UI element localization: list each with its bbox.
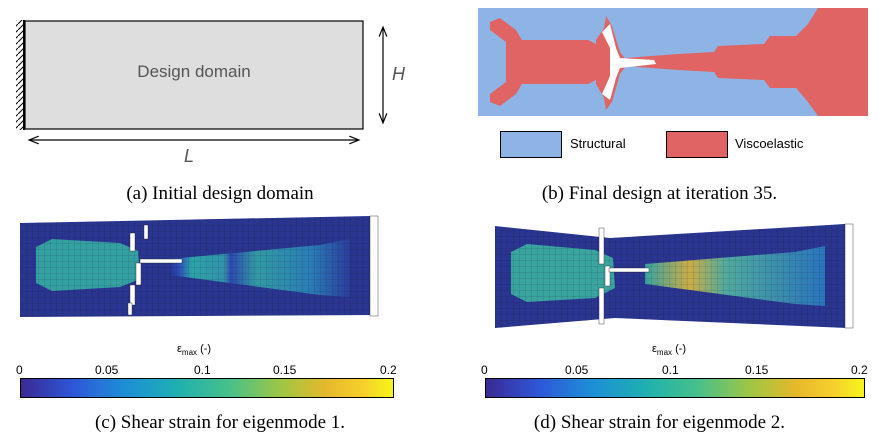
length-label: L: [184, 146, 195, 166]
caption-a: (a) Initial design domain: [126, 183, 314, 204]
panel-c-strain-mesh: [20, 215, 379, 317]
viscoelastic-right: [626, 8, 868, 116]
fixed-support-hatch: [16, 20, 25, 130]
colorbar-label-d: εmax (-): [652, 343, 687, 358]
caption-c: (c) Shear strain for eigenmode 1.: [94, 412, 346, 433]
colorbar-d: [485, 378, 865, 398]
legend-structural-swatch: [500, 131, 562, 158]
right-edge-void: [844, 223, 854, 329]
colorbar-c: [20, 378, 394, 398]
caption-b: (b) Final design at iteration 35.: [541, 183, 778, 204]
colorbar-ticks-d: 0 0.05 0.1 0.15 0.2: [481, 363, 868, 377]
panel-d-strain-mesh: [495, 223, 854, 329]
panel-a-diagram: [16, 20, 388, 145]
colorbar-label-c: εmax (-): [177, 343, 212, 358]
legend-structural-label: Structural: [570, 136, 626, 151]
colorbar-ticks-c: 0 0.05 0.1 0.15 0.2: [16, 363, 397, 377]
panel-b-design: [478, 8, 868, 116]
domain-label: Design domain: [137, 62, 251, 81]
design-domain-rect: [24, 20, 364, 130]
caption-d: (d) Shear strain for eigenmode 2.: [533, 412, 786, 433]
right-edge-void: [369, 215, 379, 317]
legend-viscoelastic-swatch: [666, 131, 728, 158]
void-elements: [127, 224, 183, 316]
legend-viscoelastic-label: Viscoelastic: [735, 136, 804, 151]
viscoelastic-left: [490, 18, 596, 106]
height-label: H: [392, 64, 405, 84]
void-region: [602, 24, 656, 100]
void-elements: [598, 227, 650, 325]
